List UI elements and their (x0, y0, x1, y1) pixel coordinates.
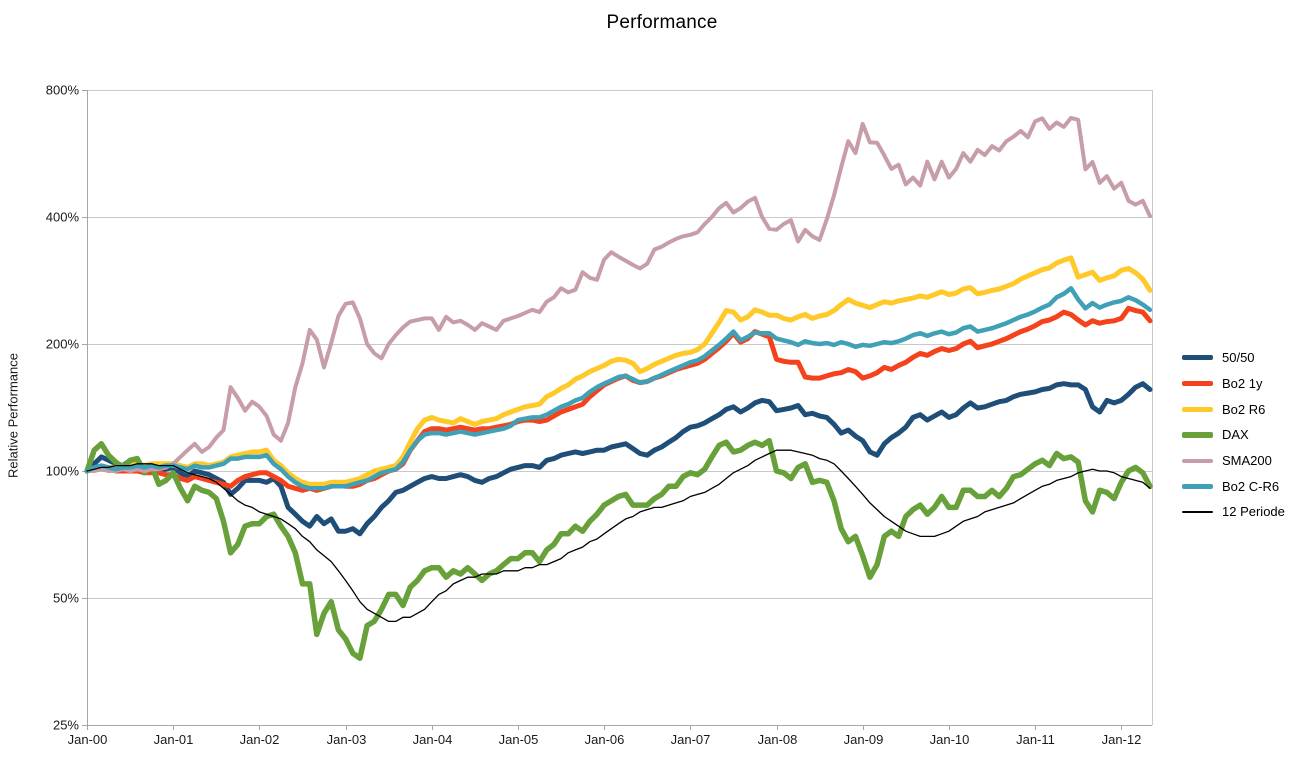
y-tick-label: 800% (46, 83, 80, 98)
legend-item-12-periode[interactable]: 12 Periode (1182, 499, 1285, 525)
x-tick-label: Jan-04 (413, 732, 453, 747)
x-tick-label: Jan-01 (154, 732, 194, 747)
legend-swatch-sma200 (1182, 458, 1213, 463)
y-tick-label: 200% (46, 337, 80, 352)
x-tick-label: Jan-05 (499, 732, 539, 747)
series-sma200-line (85, 115, 1152, 473)
legend-item-bo2-c-r6[interactable]: Bo2 C-R6 (1182, 473, 1285, 499)
legend-item-50-50[interactable]: 50/50 (1182, 345, 1285, 371)
y-tick-label: 400% (46, 210, 80, 225)
legend-swatch-bo2-1y (1182, 381, 1213, 387)
x-tick-label: Jan-02 (240, 732, 280, 747)
x-tick-label: Jan-10 (930, 732, 970, 747)
x-tick-label: Jan-03 (327, 732, 367, 747)
x-tick-label: Jan-08 (758, 732, 798, 747)
legend-item-bo2-r6[interactable]: Bo2 R6 (1182, 396, 1285, 422)
series-dax-line (84, 437, 1153, 661)
legend-label-sma200: SMA200 (1222, 453, 1272, 469)
legend-swatch-bo2-r6 (1182, 406, 1213, 412)
series-bo2-c-r6-line (84, 286, 1153, 491)
legend-label-bo2-r6: Bo2 R6 (1222, 401, 1266, 417)
chart-title: Performance (606, 12, 718, 33)
legend-swatch-12-periode (1182, 510, 1213, 513)
legend-swatch-50-50 (1182, 355, 1213, 361)
y-tick-label: 100% (46, 464, 80, 479)
series-12-periode-line (86, 449, 1151, 623)
x-tick-label: Jan-09 (844, 732, 884, 747)
legend-item-dax[interactable]: DAX (1182, 422, 1285, 448)
legend-swatch-bo2-c-r6 (1182, 483, 1213, 489)
x-tick-label: Jan-00 (68, 732, 108, 747)
legend-label-50-50: 50/50 (1222, 350, 1255, 366)
legend: 50/50 Bo2 1y Bo2 R6 DAX SMA200 Bo2 C-R6 12 Per… (1182, 345, 1285, 525)
series-bo2-1y-line (84, 305, 1153, 493)
legend-label-dax: DAX (1222, 427, 1249, 443)
y-tick-label: 50% (53, 591, 79, 606)
legend-item-bo2-1y[interactable]: Bo2 1y (1182, 371, 1285, 397)
legend-label-bo2-1y: Bo2 1y (1222, 376, 1263, 392)
legend-label-bo2-c-r6: Bo2 C-R6 (1222, 478, 1280, 494)
y-tick-label: 25% (53, 718, 79, 733)
legend-swatch-dax (1182, 431, 1213, 438)
series-bo2-r6-line (84, 255, 1153, 487)
legend-label-12-periode: 12 Periode (1222, 504, 1285, 520)
x-tick-label: Jan-06 (585, 732, 625, 747)
x-tick-label: Jan-12 (1102, 732, 1142, 747)
legend-item-sma200[interactable]: SMA200 (1182, 448, 1285, 474)
x-tick-label: Jan-07 (671, 732, 711, 747)
series-50-50-line (84, 381, 1153, 537)
x-tick-label: Jan-11 (1016, 732, 1055, 747)
